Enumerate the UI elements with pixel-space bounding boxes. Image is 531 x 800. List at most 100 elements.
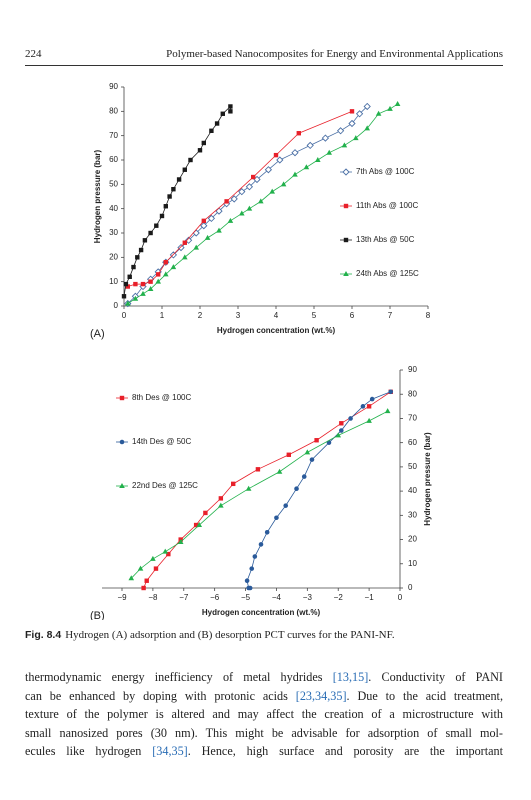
marker [264,529,270,535]
text-run: . Hence, high surface and porosity are t… [187,744,504,759]
x-tick-label: −9 [117,593,127,602]
marker [355,110,364,118]
marker [239,210,245,216]
marker [167,194,172,199]
marker [154,223,159,228]
marker [366,417,372,423]
marker [251,174,256,180]
caption-label: Fig. 8.4 [25,629,62,641]
marker [163,271,169,277]
text-run: texture of the polymer is altered and ma… [25,707,503,722]
marker [182,240,187,245]
x-tick-label: 5 [312,311,317,320]
marker [216,227,222,233]
marker [249,566,255,571]
x-tick-label: −8 [148,593,158,602]
marker [227,217,234,223]
text-run: small nanosized pores (30 nm). This migh… [25,725,503,740]
legend-marker [119,483,125,488]
marker [176,177,182,182]
marker [201,140,206,146]
x-tick-label: −4 [272,593,282,602]
marker [203,510,208,516]
x-tick-label: 1 [160,311,165,320]
marker [258,542,264,547]
legend-label: 14th Des @ 50C [132,437,191,446]
marker [375,110,382,116]
y-tick-label: 70 [109,131,118,140]
marker [153,566,159,571]
text-run: ecules like hydrogen [25,744,153,759]
marker [291,149,299,157]
marker [348,416,353,421]
marker [182,167,187,172]
marker [196,522,203,528]
marker [148,279,153,284]
text-line: can be enhanced by doping with protonic … [25,687,503,706]
marker [315,157,321,162]
marker [132,295,139,301]
marker [258,198,264,204]
marker [128,575,135,581]
y-tick-label: 0 [408,583,413,592]
marker [182,254,188,260]
marker [353,135,359,141]
marker [255,467,261,472]
marker [177,243,185,252]
body-text: thermodynamic energy inefficiency of met… [25,668,503,761]
marker [127,274,132,279]
text-line: texture of the polymer is altered and ma… [25,705,503,724]
marker [252,554,258,559]
marker [306,141,314,150]
marker [193,244,199,250]
citation[interactable]: [13,15] [332,670,369,684]
text-run: . Due to the acid treatment, [346,688,503,703]
citation[interactable]: [34,35] [152,744,188,759]
marker [339,428,344,433]
marker [224,199,229,204]
marker [283,503,289,508]
marker [228,109,233,114]
marker [339,421,344,426]
series-line [123,105,231,297]
x-tick-label: −6 [210,593,220,602]
marker [150,555,156,561]
y-tick-label: 20 [408,535,417,544]
marker [231,481,236,487]
series-line [127,110,353,287]
x-axis-label: Hydrogen concentration (wt.%) [217,326,336,335]
y-tick-label: 80 [408,389,417,398]
marker [303,164,310,170]
y-tick-label: 0 [114,301,119,310]
marker [369,396,375,402]
x-tick-label: 7 [388,311,393,320]
legend-label: 11th Abs @ 100C [356,201,418,210]
marker [159,213,165,219]
marker [147,285,154,291]
marker [238,187,246,196]
marker [140,290,146,296]
legend-marker [343,203,349,209]
marker [220,111,225,116]
marker [273,152,279,158]
marker [214,121,220,126]
text-line: ecules like hydrogen [34,35]. Hence, hig… [25,742,503,761]
marker [394,101,401,107]
legend-marker [119,395,125,401]
marker [123,281,129,287]
marker [148,230,153,236]
y-tick-label: 40 [408,486,417,495]
text-line: thermodynamic energy inefficiency of met… [25,668,503,687]
text-run: thermodynamic energy inefficiency of met… [25,670,333,684]
marker [218,496,224,501]
marker [301,474,307,479]
citation[interactable]: [23,34,35] [295,688,347,703]
marker [209,128,214,133]
marker [163,204,168,209]
x-tick-label: −2 [334,593,344,602]
marker [135,255,140,260]
x-tick-label: −1 [365,593,375,602]
x-tick-label: 6 [350,311,355,320]
text-run: can be enhanced by doping with protonic … [25,688,296,703]
x-tick-label: 0 [398,593,403,602]
